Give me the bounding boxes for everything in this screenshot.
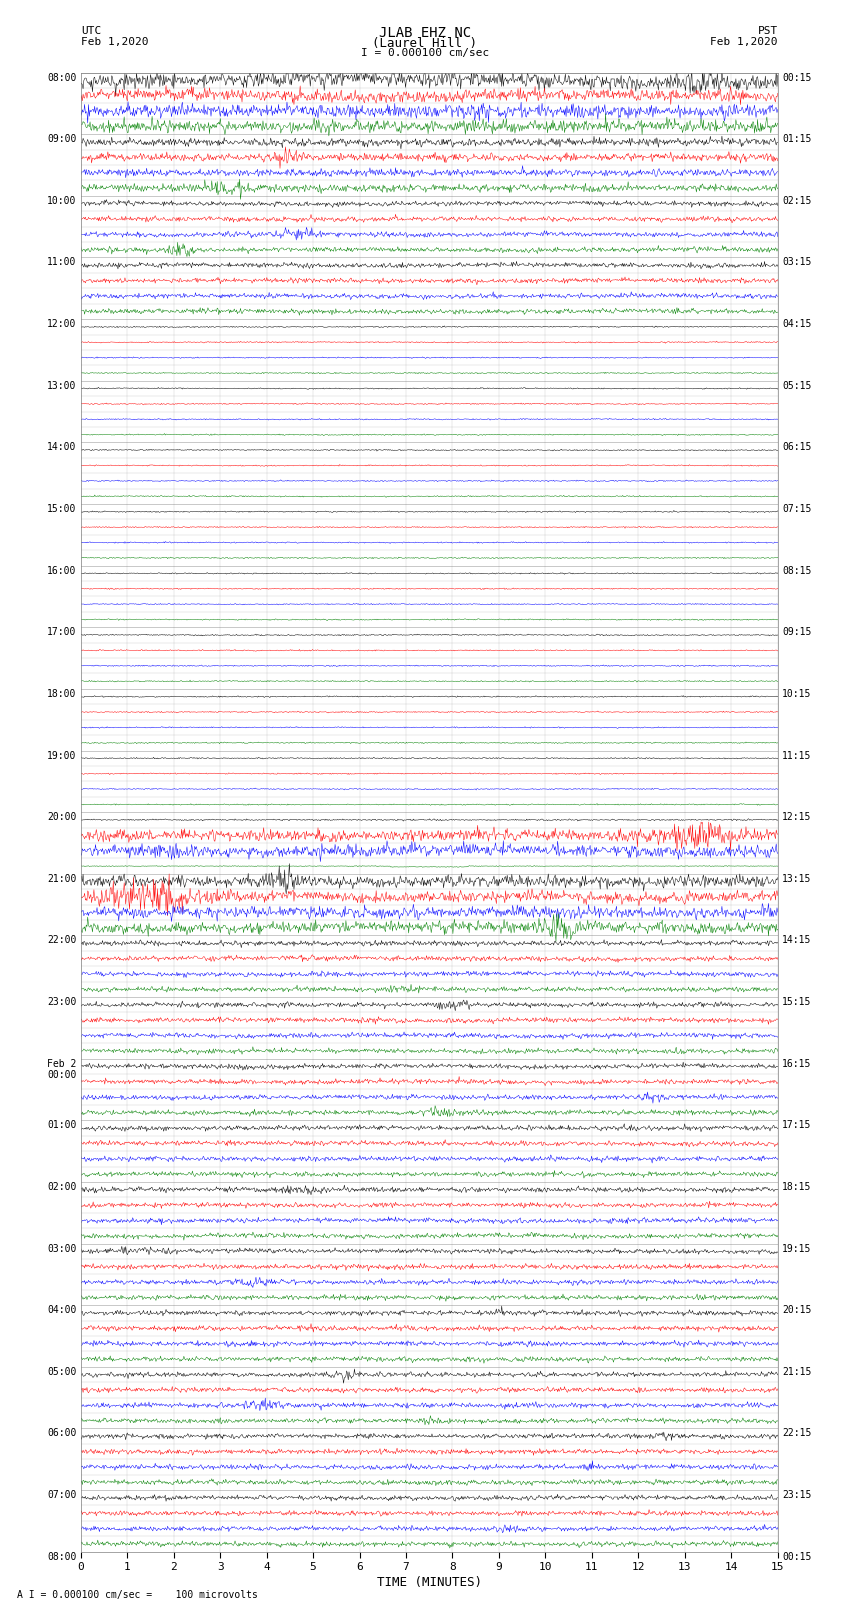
Text: 02:15: 02:15 (782, 195, 812, 206)
Text: 07:15: 07:15 (782, 503, 812, 515)
Text: 10:15: 10:15 (782, 689, 812, 698)
Text: 01:15: 01:15 (782, 134, 812, 144)
X-axis label: TIME (MINUTES): TIME (MINUTES) (377, 1576, 482, 1589)
Text: 15:15: 15:15 (782, 997, 812, 1007)
Text: 08:00: 08:00 (47, 73, 76, 82)
Text: 19:15: 19:15 (782, 1244, 812, 1253)
Text: 17:15: 17:15 (782, 1121, 812, 1131)
Text: Feb 1,2020: Feb 1,2020 (81, 37, 148, 47)
Text: 00:15: 00:15 (782, 73, 812, 82)
Text: I = 0.000100 cm/sec: I = 0.000100 cm/sec (361, 48, 489, 58)
Text: 01:00: 01:00 (47, 1121, 76, 1131)
Text: 18:00: 18:00 (47, 689, 76, 698)
Text: 22:15: 22:15 (782, 1429, 812, 1439)
Text: 20:15: 20:15 (782, 1305, 812, 1315)
Text: A I = 0.000100 cm/sec =    100 microvolts: A I = 0.000100 cm/sec = 100 microvolts (17, 1590, 258, 1600)
Text: 23:00: 23:00 (47, 997, 76, 1007)
Text: Feb 2
00:00: Feb 2 00:00 (47, 1058, 76, 1081)
Text: 04:15: 04:15 (782, 319, 812, 329)
Text: 06:00: 06:00 (47, 1429, 76, 1439)
Text: 07:00: 07:00 (47, 1490, 76, 1500)
Text: 11:15: 11:15 (782, 750, 812, 760)
Text: 08:15: 08:15 (782, 566, 812, 576)
Text: JLAB EHZ NC: JLAB EHZ NC (379, 26, 471, 40)
Text: 12:00: 12:00 (47, 319, 76, 329)
Text: 05:15: 05:15 (782, 381, 812, 390)
Text: 05:00: 05:00 (47, 1366, 76, 1378)
Text: 17:00: 17:00 (47, 627, 76, 637)
Text: 08:00: 08:00 (47, 1552, 76, 1561)
Text: 14:15: 14:15 (782, 936, 812, 945)
Text: 21:00: 21:00 (47, 874, 76, 884)
Text: 09:00: 09:00 (47, 134, 76, 144)
Text: Feb 1,2020: Feb 1,2020 (711, 37, 778, 47)
Text: 02:00: 02:00 (47, 1182, 76, 1192)
Text: 23:15: 23:15 (782, 1490, 812, 1500)
Text: 19:00: 19:00 (47, 750, 76, 760)
Text: 03:00: 03:00 (47, 1244, 76, 1253)
Text: 06:15: 06:15 (782, 442, 812, 452)
Text: 18:15: 18:15 (782, 1182, 812, 1192)
Text: 22:00: 22:00 (47, 936, 76, 945)
Text: 00:15: 00:15 (782, 1552, 812, 1561)
Text: 16:15: 16:15 (782, 1058, 812, 1069)
Text: 12:15: 12:15 (782, 813, 812, 823)
Text: 11:00: 11:00 (47, 258, 76, 268)
Text: 09:15: 09:15 (782, 627, 812, 637)
Text: 13:00: 13:00 (47, 381, 76, 390)
Text: 14:00: 14:00 (47, 442, 76, 452)
Text: 15:00: 15:00 (47, 503, 76, 515)
Text: 21:15: 21:15 (782, 1366, 812, 1378)
Text: 16:00: 16:00 (47, 566, 76, 576)
Text: 13:15: 13:15 (782, 874, 812, 884)
Text: PST: PST (757, 26, 778, 35)
Text: UTC: UTC (81, 26, 101, 35)
Text: 10:00: 10:00 (47, 195, 76, 206)
Text: 20:00: 20:00 (47, 813, 76, 823)
Text: (Laurel Hill ): (Laurel Hill ) (372, 37, 478, 50)
Text: 03:15: 03:15 (782, 258, 812, 268)
Text: 04:00: 04:00 (47, 1305, 76, 1315)
